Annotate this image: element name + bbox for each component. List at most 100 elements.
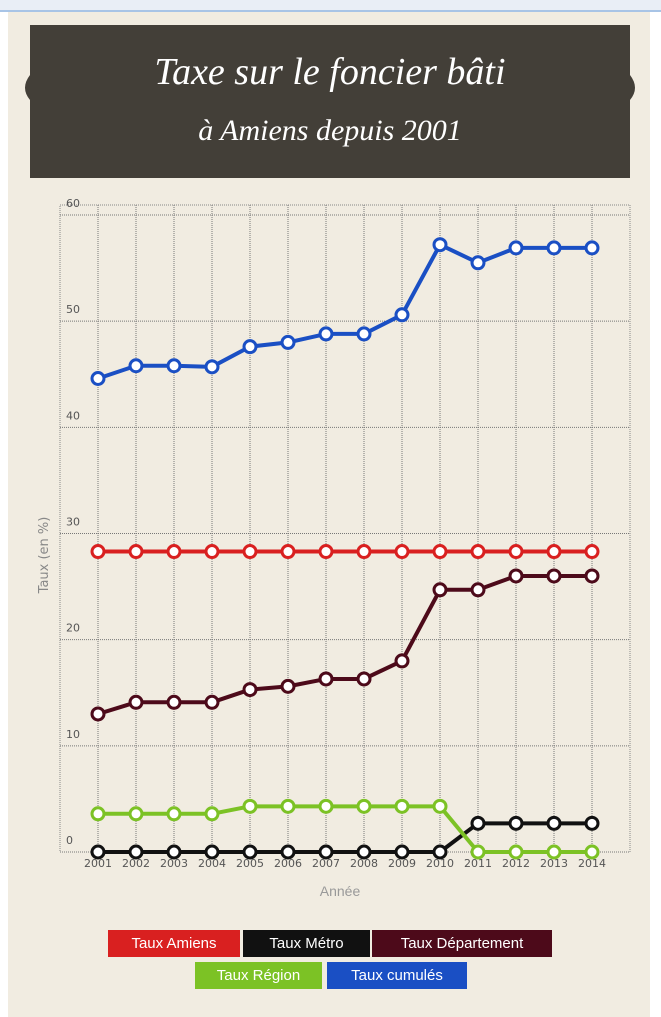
point xyxy=(318,544,334,560)
y-tick-label: 50 xyxy=(66,303,80,316)
y-tick-label: 30 xyxy=(66,516,80,529)
point xyxy=(584,240,600,256)
x-tick-label: 2008 xyxy=(350,857,378,870)
point xyxy=(432,544,448,560)
point xyxy=(470,844,486,860)
x-tick-label: 2007 xyxy=(312,857,340,870)
point xyxy=(128,358,144,374)
point xyxy=(204,694,220,710)
point xyxy=(394,544,410,560)
point xyxy=(508,568,524,584)
point xyxy=(546,844,562,860)
x-tick-label: 2012 xyxy=(502,857,530,870)
y-tick-label: 20 xyxy=(66,622,80,635)
x-tick-label: 2004 xyxy=(198,857,226,870)
point xyxy=(508,544,524,560)
x-tick-label: 2010 xyxy=(426,857,454,870)
point xyxy=(166,844,182,860)
point xyxy=(90,806,106,822)
legend-entry: Taux cumulés xyxy=(327,962,467,989)
series-line xyxy=(97,573,592,716)
point xyxy=(584,544,600,560)
point xyxy=(318,671,334,687)
point xyxy=(166,694,182,710)
point xyxy=(546,240,562,256)
point xyxy=(356,671,372,687)
point xyxy=(318,844,334,860)
point xyxy=(432,798,448,814)
y-tick-label: 40 xyxy=(66,409,80,422)
y-axis-label: Taux (en %) xyxy=(37,517,52,595)
point xyxy=(470,544,486,560)
point xyxy=(280,844,296,860)
point xyxy=(394,307,410,323)
point xyxy=(166,358,182,374)
x-axis-label: Année xyxy=(320,883,361,899)
legend-entry: Taux Département xyxy=(372,930,552,957)
x-tick-label: 2001 xyxy=(84,857,112,870)
point xyxy=(318,326,334,342)
x-tick-label: 2002 xyxy=(122,857,150,870)
point xyxy=(90,370,106,386)
point xyxy=(242,682,258,698)
point xyxy=(584,844,600,860)
chart-subtitle: à Amiens depuis 2001 xyxy=(198,114,462,147)
point xyxy=(432,844,448,860)
point xyxy=(204,806,220,822)
point xyxy=(470,815,486,831)
browser-edge xyxy=(0,0,661,12)
x-tick-label: 2013 xyxy=(540,857,568,870)
x-tick-label: 2014 xyxy=(578,857,606,870)
x-tick-label: 2005 xyxy=(236,857,264,870)
point xyxy=(242,339,258,355)
point xyxy=(584,568,600,584)
series-line xyxy=(97,242,592,381)
point xyxy=(508,240,524,256)
point xyxy=(546,544,562,560)
point xyxy=(432,582,448,598)
point xyxy=(128,844,144,860)
point xyxy=(280,334,296,350)
legend-entry: Taux Amiens xyxy=(108,930,240,957)
point xyxy=(90,844,106,860)
point xyxy=(356,844,372,860)
point xyxy=(280,678,296,694)
y-tick-label: 0 xyxy=(66,834,73,847)
plot-frame xyxy=(59,204,631,853)
point xyxy=(280,798,296,814)
point xyxy=(166,544,182,560)
point xyxy=(394,798,410,814)
point xyxy=(546,568,562,584)
point xyxy=(90,544,106,560)
point xyxy=(470,255,486,271)
x-tick-label: 2003 xyxy=(160,857,188,870)
point xyxy=(128,544,144,560)
point xyxy=(204,359,220,375)
legend-entry: Taux Métro xyxy=(243,930,370,957)
point xyxy=(470,582,486,598)
chart-title: Taxe sur le foncier bâti xyxy=(154,51,505,93)
point xyxy=(432,237,448,253)
point xyxy=(280,544,296,560)
y-tick-label: 60 xyxy=(66,197,80,210)
point xyxy=(356,798,372,814)
point xyxy=(242,844,258,860)
point xyxy=(584,815,600,831)
point xyxy=(394,653,410,669)
point xyxy=(318,798,334,814)
point xyxy=(508,844,524,860)
title-banner xyxy=(25,25,635,178)
point xyxy=(546,815,562,831)
x-tick-label: 2009 xyxy=(388,857,416,870)
point xyxy=(166,806,182,822)
x-tick-label: 2006 xyxy=(274,857,302,870)
point xyxy=(204,844,220,860)
point xyxy=(90,706,106,722)
y-tick-label: 10 xyxy=(66,728,80,741)
x-tick-label: 2011 xyxy=(464,857,492,870)
point xyxy=(242,798,258,814)
point xyxy=(394,844,410,860)
point xyxy=(508,815,524,831)
